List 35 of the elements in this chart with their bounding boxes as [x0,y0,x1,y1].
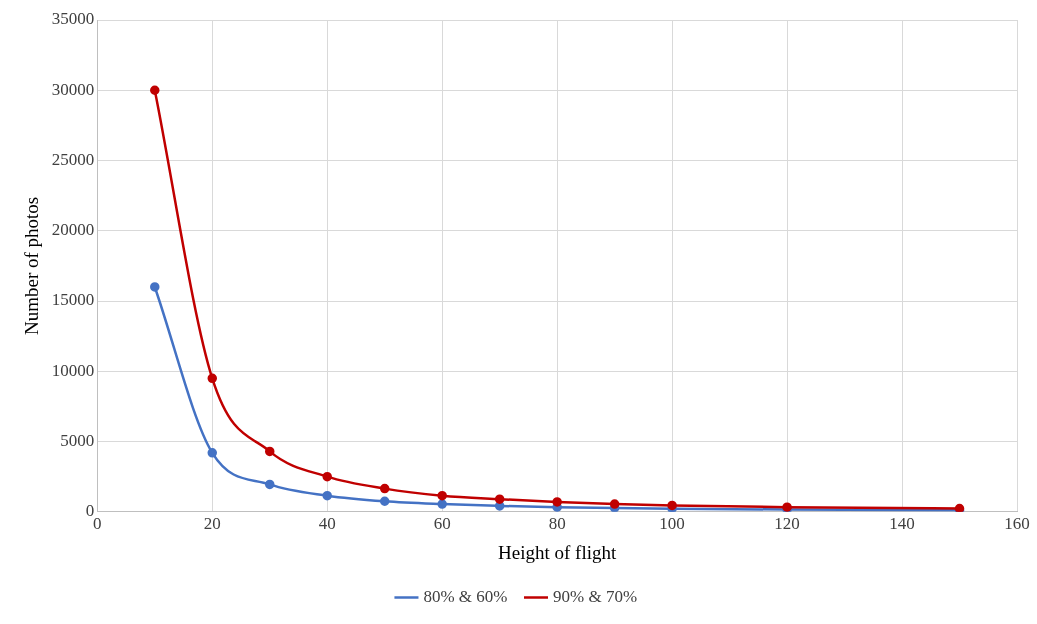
legend-label: 80% & 60% [423,586,508,606]
point [264,479,275,490]
y-tick-label: 10000 [51,360,95,380]
y-tick-label: 25000 [51,149,95,169]
x-tick-label: 60 [433,514,451,534]
x-tick-label: 100 [659,514,685,534]
y-tick-label: 0 [85,501,95,521]
y-tick-label: 30000 [51,79,95,99]
point [379,483,390,494]
point [552,497,562,507]
point [150,282,160,292]
x-tick-label: 160 [1004,514,1030,534]
point [322,490,332,501]
point [379,496,390,507]
point [437,490,447,501]
x-tick-label: 80 [548,514,566,534]
x-tick-label: 120 [774,514,800,534]
point [322,471,332,482]
point [437,499,447,509]
point [264,446,275,457]
y-tick-label: 35000 [51,9,95,29]
point [207,448,218,458]
point [609,499,620,509]
point [207,373,218,384]
x-tick-label: 20 [203,514,221,534]
x-tick-label: 140 [889,514,915,534]
x-tick-label: 40 [318,514,336,534]
legend-label: 90% & 70% [553,586,638,606]
y-tick-label: 20000 [51,220,95,240]
point [494,494,505,504]
y-axis-title: Number of photos [21,196,43,336]
y-tick-label: 15000 [51,290,95,310]
y-tick-label: 5000 [60,431,95,451]
x-axis-title: Height of flight [498,541,617,563]
point [150,85,160,96]
